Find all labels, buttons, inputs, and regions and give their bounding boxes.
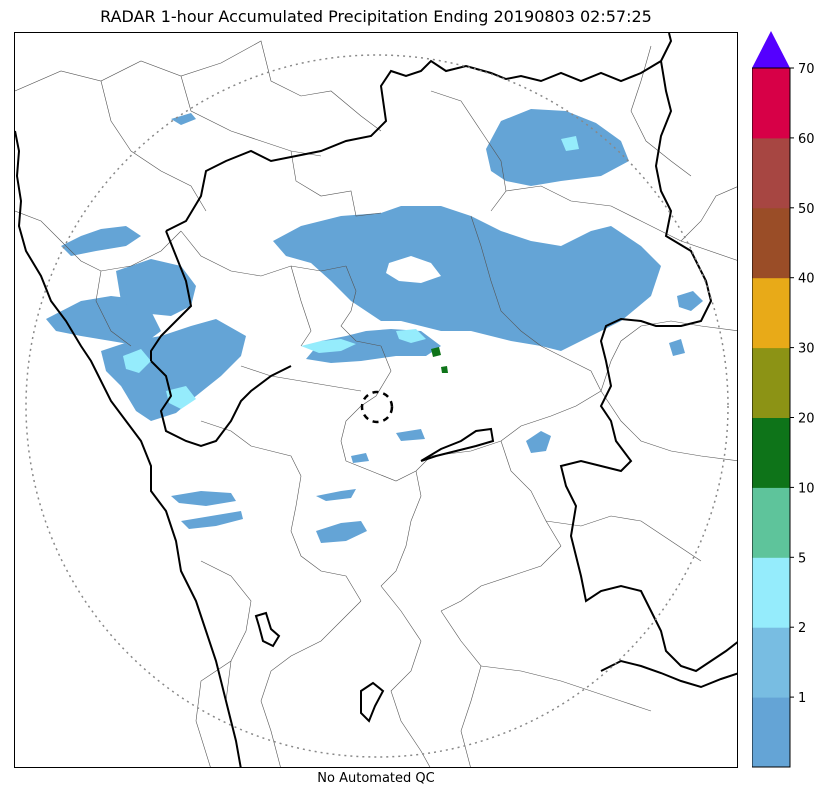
echo-cyan-center bbox=[301, 339, 356, 353]
echo-green-2 bbox=[441, 366, 448, 373]
colorbar-ticks: 1 2 5 10 20 30 40 50 60 70 bbox=[790, 62, 815, 706]
echo-cyan-northeast bbox=[561, 136, 579, 151]
echo-small-4 bbox=[526, 431, 551, 453]
radar-map-svg bbox=[15, 33, 737, 767]
echo-northeast bbox=[486, 109, 629, 186]
colorbar-bins bbox=[752, 68, 790, 768]
echo-west-south bbox=[101, 319, 246, 421]
colorbar-tick-label: 70 bbox=[798, 62, 815, 77]
echo-near-radar bbox=[396, 429, 425, 441]
colorbar-tick-label: 2 bbox=[798, 621, 806, 636]
colorbar-bin bbox=[752, 207, 790, 279]
echo-south-1 bbox=[171, 491, 236, 506]
qc-note: No Automated QC bbox=[317, 771, 435, 786]
echo-central-hole bbox=[386, 256, 441, 283]
echo-small-5 bbox=[351, 453, 369, 463]
colorbar-tick-label: 20 bbox=[798, 412, 815, 427]
colorbar-bin bbox=[752, 697, 790, 768]
district-boundaries bbox=[15, 40, 737, 767]
echo-south-4 bbox=[316, 489, 356, 501]
precipitation-cyan bbox=[123, 136, 579, 409]
colorbar-bin bbox=[752, 137, 790, 209]
colorbar-bin bbox=[752, 277, 790, 349]
state-borders bbox=[15, 33, 737, 767]
echo-west-coast bbox=[46, 296, 161, 346]
colorbar-bin bbox=[752, 347, 790, 418]
colorbar-tick-label: 50 bbox=[798, 202, 815, 217]
radar-map bbox=[14, 32, 738, 768]
echo-small-1 bbox=[171, 113, 196, 125]
colorbar-bin bbox=[752, 487, 790, 558]
echo-west-upper bbox=[61, 226, 141, 256]
echo-small-3 bbox=[677, 291, 703, 311]
colorbar-tick-label: 40 bbox=[798, 272, 815, 287]
echo-cyan-center-2 bbox=[396, 329, 426, 343]
echo-central-band bbox=[273, 206, 661, 351]
colorbar-extend-arrow bbox=[752, 31, 790, 68]
chart-title: RADAR 1-hour Accumulated Precipitation E… bbox=[100, 7, 652, 26]
colorbar-bin bbox=[752, 68, 790, 139]
colorbar-tick-label: 30 bbox=[798, 342, 815, 357]
radar-site-marker bbox=[360, 390, 394, 424]
precipitation-echoes bbox=[46, 109, 703, 543]
colorbar-tick-label: 1 bbox=[798, 691, 806, 706]
colorbar-bin bbox=[752, 627, 790, 698]
echo-cyan-west-2 bbox=[166, 386, 196, 409]
colorbar: 1 2 5 10 20 30 40 50 60 70 bbox=[752, 31, 815, 768]
echo-small-2 bbox=[669, 339, 685, 356]
precipitation-green bbox=[431, 347, 448, 373]
colorbar-bin bbox=[752, 557, 790, 628]
echo-west-main bbox=[116, 259, 196, 316]
echo-south-2 bbox=[181, 511, 243, 529]
colorbar-bin bbox=[752, 417, 790, 488]
echo-green-1 bbox=[431, 347, 441, 357]
echo-cyan-west bbox=[123, 349, 151, 373]
colorbar-tick-label: 5 bbox=[798, 551, 806, 566]
colorbar-tick-label: 60 bbox=[798, 132, 815, 147]
colorbar-tick-label: 10 bbox=[798, 481, 815, 496]
range-ring bbox=[25, 54, 729, 758]
echo-south-3 bbox=[316, 521, 367, 543]
